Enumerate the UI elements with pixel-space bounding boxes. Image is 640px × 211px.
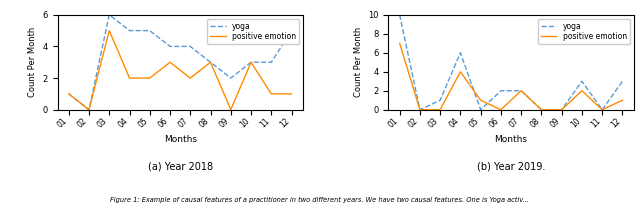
yoga <box>517 89 525 92</box>
yoga <box>207 61 214 64</box>
Text: (a) Year 2018: (a) Year 2018 <box>148 162 212 172</box>
positive emotion <box>227 108 235 111</box>
positive emotion <box>619 99 627 101</box>
yoga <box>578 80 586 83</box>
yoga <box>247 61 255 64</box>
Text: Figure 1: Example of causal features of a practitioner in two different years. W: Figure 1: Example of causal features of … <box>111 196 529 203</box>
yoga <box>106 14 113 16</box>
positive emotion <box>517 89 525 92</box>
positive emotion <box>456 70 464 73</box>
positive emotion <box>146 77 154 79</box>
positive emotion <box>125 77 133 79</box>
yoga <box>456 51 464 54</box>
yoga <box>477 108 484 111</box>
yoga <box>497 89 505 92</box>
Line: yoga: yoga <box>399 15 623 110</box>
yoga <box>538 108 545 111</box>
yoga <box>85 108 93 111</box>
positive emotion <box>268 93 275 95</box>
Y-axis label: Count Per Month: Count Per Month <box>28 27 37 97</box>
yoga <box>268 61 275 64</box>
positive emotion <box>288 93 296 95</box>
positive emotion <box>166 61 174 64</box>
positive emotion <box>247 61 255 64</box>
Text: (b) Year 2019.: (b) Year 2019. <box>477 162 545 172</box>
positive emotion <box>538 108 545 111</box>
yoga <box>146 29 154 32</box>
positive emotion <box>477 99 484 101</box>
X-axis label: Months: Months <box>164 135 196 144</box>
Line: positive emotion: positive emotion <box>399 43 623 110</box>
yoga <box>598 108 606 111</box>
Legend: yoga, positive emotion: yoga, positive emotion <box>538 19 630 44</box>
yoga <box>125 29 133 32</box>
yoga <box>558 108 566 111</box>
positive emotion <box>497 108 505 111</box>
positive emotion <box>436 108 444 111</box>
yoga <box>186 45 194 48</box>
positive emotion <box>416 108 424 111</box>
positive emotion <box>207 61 214 64</box>
yoga <box>619 80 627 83</box>
yoga <box>416 108 424 111</box>
yoga <box>396 14 403 16</box>
yoga <box>436 99 444 101</box>
Line: positive emotion: positive emotion <box>68 31 292 110</box>
positive emotion <box>65 93 72 95</box>
positive emotion <box>106 29 113 32</box>
Legend: yoga, positive emotion: yoga, positive emotion <box>207 19 299 44</box>
Line: yoga: yoga <box>68 15 292 110</box>
Y-axis label: Count Per Month: Count Per Month <box>354 27 363 97</box>
yoga <box>166 45 174 48</box>
positive emotion <box>558 108 566 111</box>
positive emotion <box>578 89 586 92</box>
positive emotion <box>598 108 606 111</box>
positive emotion <box>186 77 194 79</box>
yoga <box>227 77 235 79</box>
X-axis label: Months: Months <box>495 135 527 144</box>
positive emotion <box>396 42 403 45</box>
yoga <box>65 93 72 95</box>
yoga <box>288 29 296 32</box>
positive emotion <box>85 108 93 111</box>
